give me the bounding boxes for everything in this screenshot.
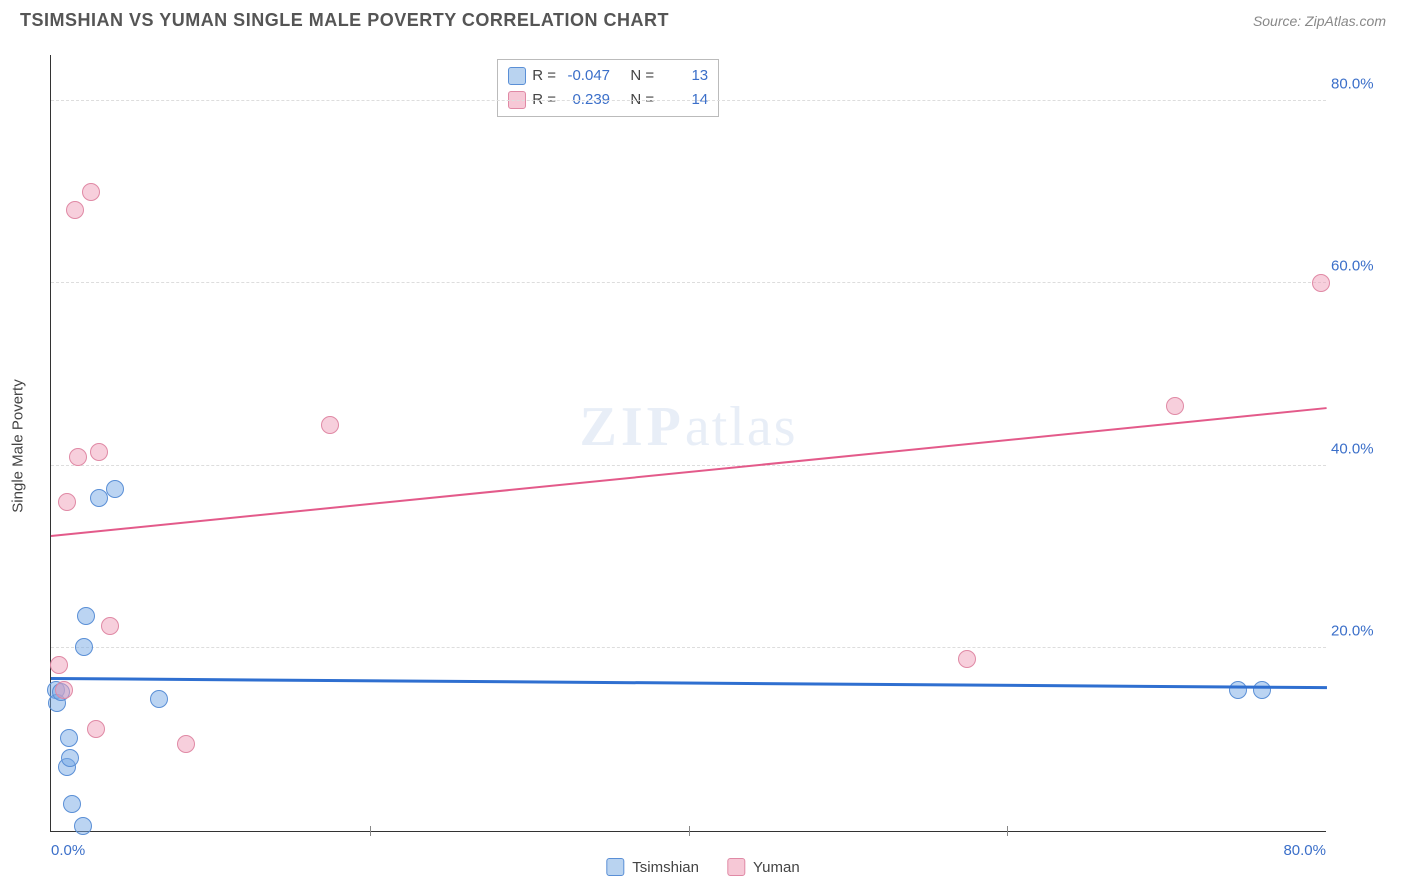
x-tick-label: 80.0% [1283,842,1326,859]
y-tick-label: 80.0% [1331,75,1391,92]
data-point [321,416,339,434]
watermark-rest: atlas [685,396,798,458]
data-point [82,183,100,201]
x-tick [689,826,690,836]
data-point [75,638,93,656]
data-point [958,650,976,668]
stat-r-value: -0.047 [562,64,610,88]
x-tick [370,826,371,836]
bottom-legend-item: Tsimshian [606,858,699,876]
legend-swatch [727,858,745,876]
data-point [90,443,108,461]
data-point [61,749,79,767]
bottom-legend: Tsimshian Yuman [606,858,799,876]
legend-swatch [508,67,526,85]
data-point [177,735,195,753]
stats-legend: R =-0.047 N =13R =0.239 N =14 [497,59,719,117]
data-point [101,617,119,635]
data-point [63,795,81,813]
data-point [55,681,73,699]
legend-label: Yuman [753,859,800,876]
data-point [58,493,76,511]
legend-swatch [606,858,624,876]
chart-source: Source: ZipAtlas.com [1253,13,1386,29]
y-tick-label: 40.0% [1331,440,1391,457]
x-tick-label: 0.0% [51,842,85,859]
stat-n-value: 13 [660,64,708,88]
stat-r-label: R = [532,64,556,88]
bottom-legend-item: Yuman [727,858,800,876]
data-point [74,817,92,835]
data-point [1312,274,1330,292]
chart-header: TSIMSHIAN VS YUMAN SINGLE MALE POVERTY C… [0,0,1406,36]
gridline [51,282,1326,283]
data-point [69,448,87,466]
chart-plot-area: ZIPatlas R =-0.047 N =13R =0.239 N =14 2… [50,55,1326,832]
data-point [1166,397,1184,415]
watermark-bold: ZIP [580,396,685,458]
y-axis-label: Single Male Poverty [10,379,27,512]
data-point [60,729,78,747]
legend-label: Tsimshian [632,859,699,876]
gridline [51,100,1326,101]
x-tick [1007,826,1008,836]
data-point [66,201,84,219]
stat-n-label: N = [630,64,654,88]
y-tick-label: 60.0% [1331,258,1391,275]
watermark: ZIPatlas [580,395,798,459]
gridline [51,465,1326,466]
trend-line [51,677,1327,689]
data-point [87,720,105,738]
chart-title: TSIMSHIAN VS YUMAN SINGLE MALE POVERTY C… [20,10,669,31]
data-point [77,607,95,625]
data-point [1253,681,1271,699]
gridline [51,647,1326,648]
data-point [90,489,108,507]
data-point [106,480,124,498]
stats-legend-row: R =-0.047 N =13 [508,64,708,88]
trend-line [51,407,1327,537]
data-point [150,690,168,708]
y-tick-label: 20.0% [1331,623,1391,640]
data-point [1229,681,1247,699]
data-point [50,656,68,674]
